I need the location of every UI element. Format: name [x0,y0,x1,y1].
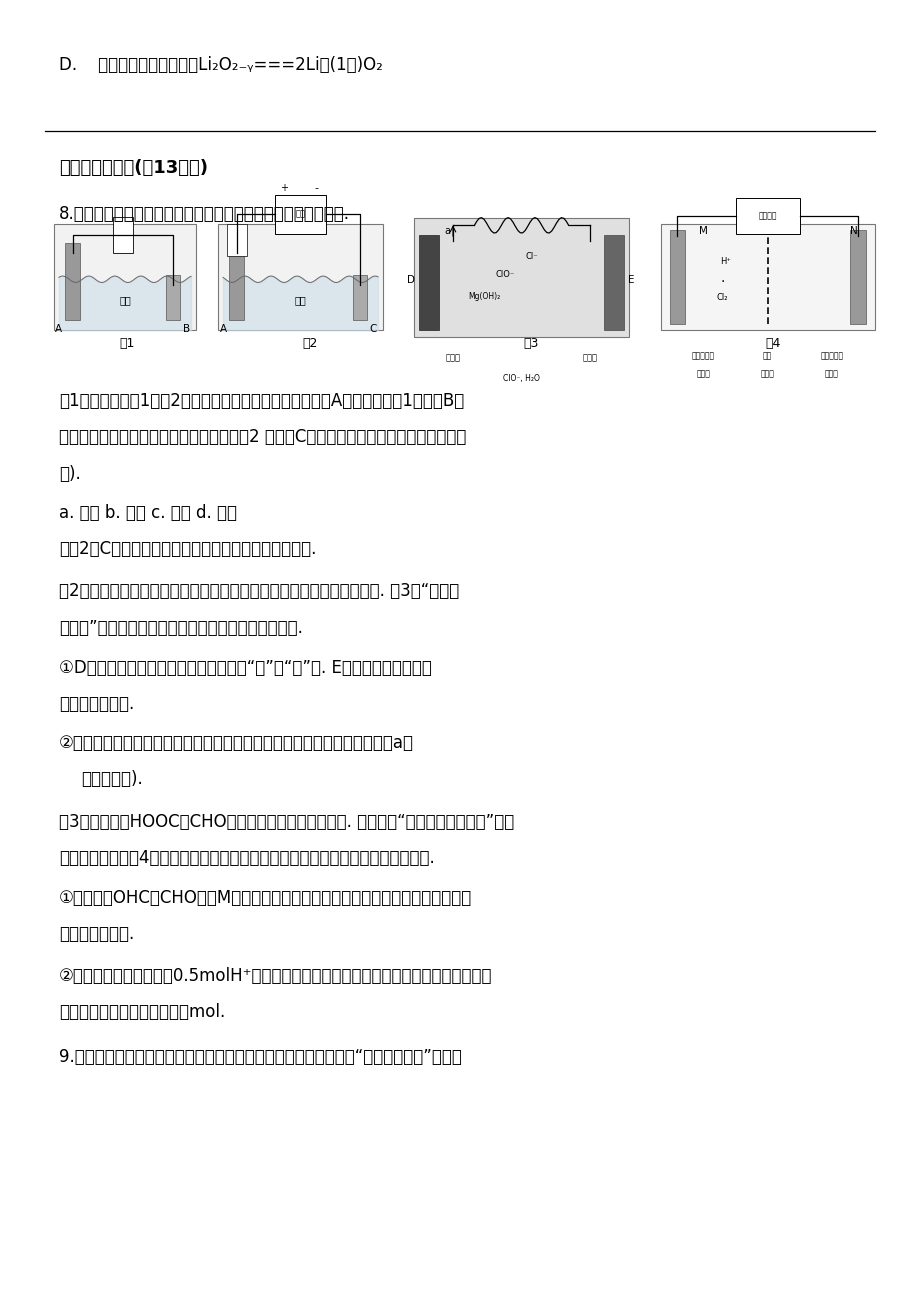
Text: 图1: 图1 [119,337,135,350]
Text: A: A [220,324,226,333]
Bar [229,243,244,320]
Text: 号).: 号). [59,465,81,483]
Text: 为＿＿＿＿＿＿.: 为＿＿＿＿＿＿. [59,926,134,943]
Text: ②该电解装置工作中若有0.5molH⁺通过质子交换膜，并完全参与了反应，则该装置中生成: ②该电解装置工作中若有0.5molH⁺通过质子交换膜，并完全参与了反应，则该装置… [59,966,492,984]
Text: 三、必考题部分(全13小题): 三、必考题部分(全13小题) [59,159,208,177]
FancyBboxPatch shape [414,217,628,337]
Text: 镁合金: 镁合金 [445,353,460,362]
Text: 乙二醛溶液: 乙二醛溶液 [820,352,843,361]
Text: ClO⁻: ClO⁻ [495,270,515,279]
Bar [604,234,623,331]
Text: 的乙醛酸为＿＿＿＿＿＿＿＿mol.: 的乙醛酸为＿＿＿＿＿＿＿＿mol. [59,1003,225,1021]
FancyBboxPatch shape [218,224,382,331]
Text: 则图2中C上发生的主要电极反应式为＿＿＿＿＿＿＿＿.: 则图2中C上发生的主要电极反应式为＿＿＿＿＿＿＿＿. [59,540,316,557]
Text: Cl₂: Cl₂ [716,293,727,302]
Bar [113,216,132,253]
Text: （填化学式).: （填化学式). [82,769,143,788]
Text: 9.某化学课外活动小组在实验室设计了如图所示的实验装置，进行“氨的催化氧化”实验。: 9.某化学课外活动小组在实验室设计了如图所示的实验装置，进行“氨的催化氧化”实验… [59,1048,461,1066]
Text: 图2: 图2 [301,337,317,350]
Text: 电源: 电源 [295,210,305,219]
Text: 质子: 质子 [762,352,771,361]
Text: A: A [55,324,62,333]
Text: （1）通常可用图1、图2所示的两种方式减缓海水坝钓闸门A的腐蚀，则图1中材料B通: （1）通常可用图1、图2所示的两种方式减缓海水坝钓闸门A的腐蚀，则图1中材料B通 [59,392,463,410]
Text: 乙醛酸，原理如图4所示，该装置中阴、阳两极为惰性电极，两极室均可产生乙醛酸.: 乙醛酸，原理如图4所示，该装置中阴、阳两极为惰性电极，两极室均可产生乙醛酸. [59,849,434,867]
Text: -: - [314,184,318,193]
Text: H⁺: H⁺ [720,258,731,267]
Text: 氯酸盐”燃料电池原理示意图，电极为镁合金和铂合金.: 氯酸盐”燃料电池原理示意图，电极为镁合金和铂合金. [59,618,302,637]
Text: （3）乙醛酸（HOOC－CHO）是有机合成的重要中间体. 工业上用“双极室成对电解法”生产: （3）乙醛酸（HOOC－CHO）是有机合成的重要中间体. 工业上用“双极室成对电… [59,812,514,831]
Text: C: C [369,324,377,333]
Text: 常选择＿＿＿＿＿＿＿（填字母序号），图2 中材料C最好选择＿＿＿＿＿＿＿（填字母序: 常选择＿＿＿＿＿＿＿（填字母序号），图2 中材料C最好选择＿＿＿＿＿＿＿（填字母… [59,428,466,447]
Bar [735,198,799,234]
Text: 海水: 海水 [294,296,306,306]
Bar [226,224,246,256]
Bar [849,230,865,324]
Text: a: a [444,227,450,236]
Text: 图4: 图4 [765,337,779,350]
Text: M: M [698,225,707,236]
Bar [166,275,180,320]
Text: （2）镁燃料电池在可移动电子设备电源和备用电源等方面应用前景广阔. 图3为“镁－次: （2）镁燃料电池在可移动电子设备电源和备用电源等方面应用前景广阔. 图3为“镁－… [59,582,459,600]
Text: Mg(OH)₂: Mg(OH)₂ [468,292,500,301]
Text: ①乙二醛（OHC－CHO）与M电极的气体产物反应生成乙醛酸，则反应的化学方程式: ①乙二醛（OHC－CHO）与M电极的气体产物反应生成乙醛酸，则反应的化学方程式 [59,889,471,907]
Text: Cl⁻: Cl⁻ [526,253,538,262]
Text: ·: · [720,275,724,289]
Text: 图3: 图3 [523,337,539,350]
Text: N: N [848,225,857,236]
Text: 为＿＿＿＿＿＿.: 为＿＿＿＿＿＿. [59,695,134,713]
Text: D: D [407,275,414,285]
Text: D.    充电时，电池总反应为Li₂O₂₋ᵧ===2Li＋(1－)O₂: D. 充电时，电池总反应为Li₂O₂₋ᵧ===2Li＋(1－)O₂ [59,56,382,74]
Bar [275,195,325,233]
Bar [65,243,80,320]
Text: ①D为该燃料电池的＿＿＿＿＿＿极（填“正”或“负”）. E电极上的电极反应式: ①D为该燃料电池的＿＿＿＿＿＿极（填“正”或“负”）. E电极上的电极反应式 [59,659,431,677]
Text: a. 钓块 b. 铜块 c. 锶块 d. 石墨: a. 钓块 b. 铜块 c. 锶块 d. 石墨 [59,504,236,522]
Text: 乙二醛溶液: 乙二醛溶液 [691,352,714,361]
Text: ClO⁻, H₂O: ClO⁻, H₂O [503,374,539,383]
Bar [353,275,367,320]
Text: 直流电源: 直流电源 [757,211,776,220]
Text: 海水: 海水 [119,296,130,306]
Text: B: B [183,324,189,333]
Bar [669,230,685,324]
Text: 铂合金: 铂合金 [582,353,597,362]
Text: 阴极室: 阴极室 [824,370,838,379]
Text: 交换膜: 交换膜 [760,370,774,379]
Text: ②镁燃料电池负极容易发生自腐蚀使负极利用率降低，该过程中产生的气体a为: ②镁燃料电池负极容易发生自腐蚀使负极利用率降低，该过程中产生的气体a为 [59,734,414,751]
Text: 8.电化学原理在金属腐蚀、能量转换、物质合成等方面应用广泛.: 8.电化学原理在金属腐蚀、能量转换、物质合成等方面应用广泛. [59,204,349,223]
Text: +: + [280,184,288,193]
Bar [418,234,438,331]
Text: 阳极室: 阳极室 [696,370,709,379]
FancyBboxPatch shape [54,224,196,331]
Text: E: E [627,275,633,285]
FancyBboxPatch shape [660,224,874,331]
